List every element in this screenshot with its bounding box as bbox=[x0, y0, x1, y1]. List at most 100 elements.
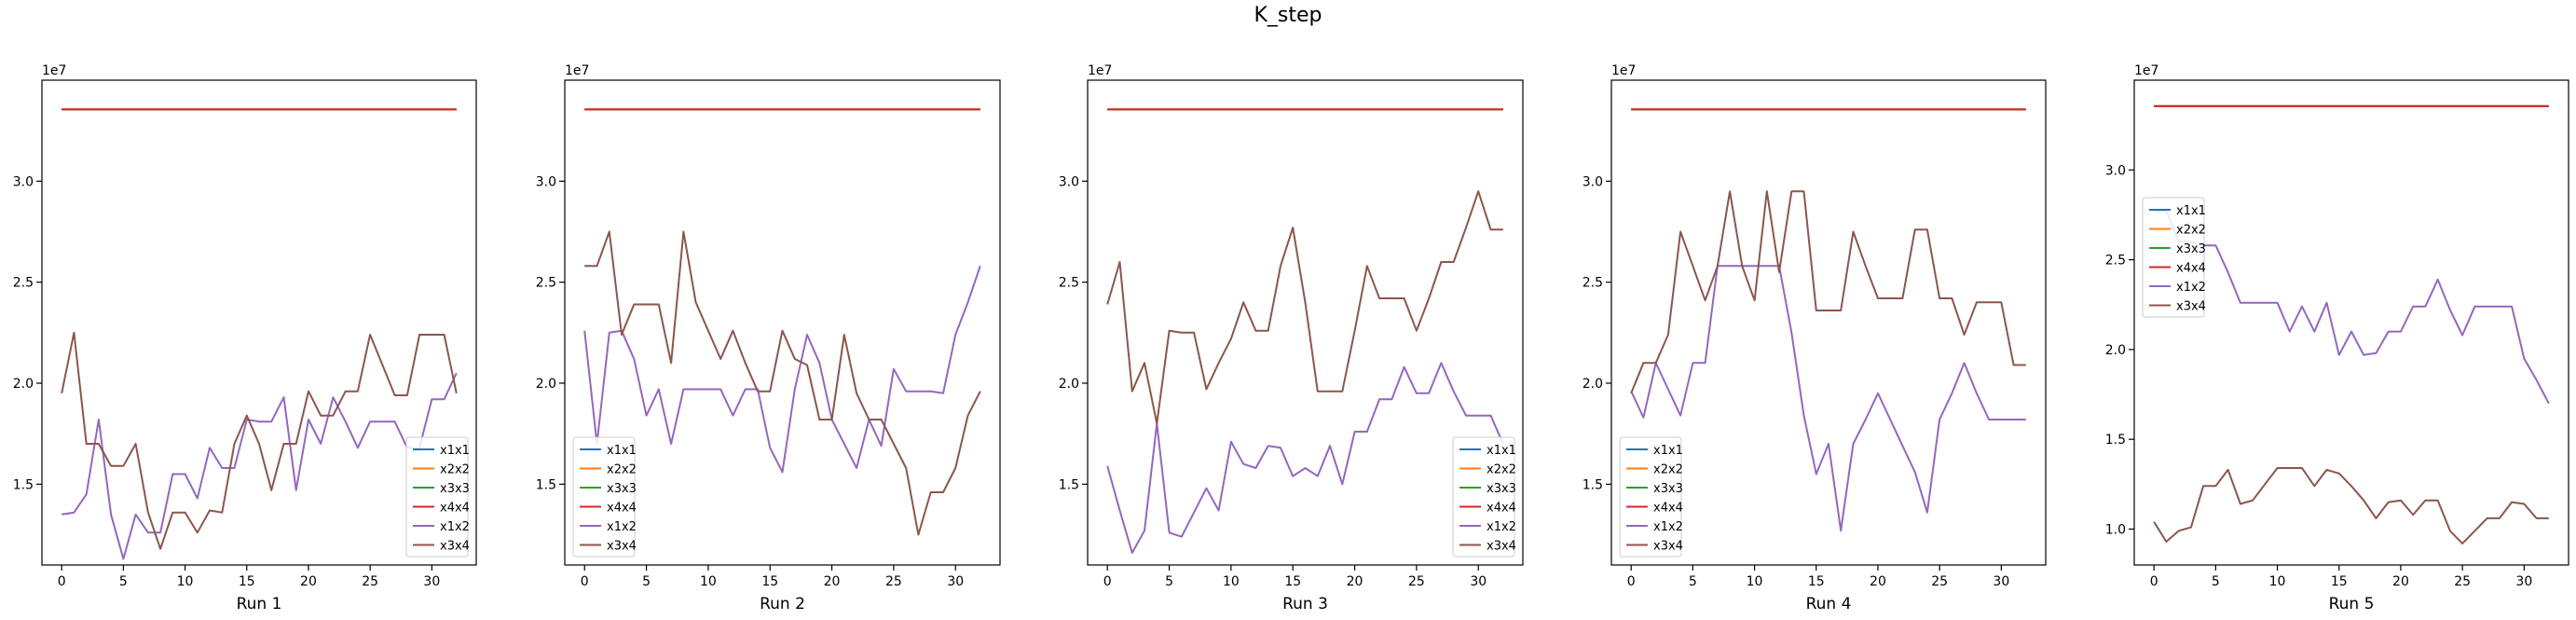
series-line-x3x4 bbox=[584, 230, 981, 536]
legend-label-x2x2: x2x2 bbox=[440, 463, 470, 477]
y-tick-label: 1.5 bbox=[1059, 477, 1079, 492]
y-tick-label: 2.0 bbox=[13, 377, 34, 392]
x-tick-label: 25 bbox=[1931, 574, 1948, 589]
series-line-x3x4 bbox=[1630, 190, 2026, 394]
y-offset-label: 1e7 bbox=[42, 63, 66, 78]
legend: x1x1 x2x2 x3x3 x4x4 x1x2 x3x4 bbox=[2142, 197, 2206, 318]
series-line-x3x4 bbox=[61, 331, 458, 550]
y-tick-label: 1.5 bbox=[1583, 477, 1603, 492]
legend-label-x3x3: x3x3 bbox=[607, 482, 637, 496]
legend-label-x4x4: x4x4 bbox=[2176, 262, 2206, 276]
x-tick-label: 0 bbox=[1103, 574, 1112, 589]
legend-label-x1x1: x1x1 bbox=[1653, 444, 1683, 458]
legend-label-x3x3: x3x3 bbox=[440, 482, 470, 496]
subplot-run-2: 0 5 10 15 20 25 30 1.5 2.0 2.5 3.0 1e7 Run 2 x1x1 x2x2… bbox=[536, 63, 1001, 613]
x-axis-label: Run 2 bbox=[760, 595, 805, 613]
x-tick-label: 15 bbox=[761, 574, 778, 589]
legend-label-x3x3: x3x3 bbox=[1653, 482, 1683, 496]
legend-label-x1x2: x1x2 bbox=[607, 520, 637, 534]
x-tick-label: 0 bbox=[58, 574, 66, 589]
x-tick-label: 10 bbox=[177, 574, 194, 589]
legend-label-x1x1: x1x1 bbox=[1487, 444, 1516, 458]
axes-frame bbox=[1610, 79, 2047, 566]
y-tick-label: 2.0 bbox=[2105, 343, 2126, 358]
legend-label-x1x2: x1x2 bbox=[2176, 281, 2206, 295]
y-tick-label: 2.0 bbox=[1059, 377, 1079, 392]
y-tick-label: 3.0 bbox=[536, 174, 556, 189]
legend-label-x1x2: x1x2 bbox=[1653, 520, 1683, 534]
y-tick-label: 2.5 bbox=[2105, 254, 2126, 269]
legend-label-x4x4: x4x4 bbox=[607, 502, 637, 516]
legend-label-x3x4: x3x4 bbox=[440, 540, 470, 554]
y-offset-label: 1e7 bbox=[565, 63, 589, 78]
series-line-x1x2 bbox=[1106, 362, 1504, 554]
y-tick-label: 1.5 bbox=[536, 477, 556, 492]
legend-label-x2x2: x2x2 bbox=[1487, 463, 1516, 477]
y-tick-label: 2.5 bbox=[1059, 276, 1079, 291]
series-line-x1x2 bbox=[2154, 210, 2550, 405]
subplot-run-4: 0 5 10 15 20 25 30 1.5 2.0 2.5 3.0 1e7 Run 4 x1x1 x2x2… bbox=[1583, 63, 2047, 613]
series-line-x3x4 bbox=[1106, 190, 1503, 425]
axes-frame bbox=[564, 79, 1001, 566]
x-tick-label: 10 bbox=[1747, 574, 1763, 589]
x-tick-label: 10 bbox=[700, 574, 717, 589]
y-tick-label: 2.5 bbox=[13, 276, 34, 291]
y-tick-label: 1.0 bbox=[2105, 522, 2126, 537]
y-tick-label: 1.5 bbox=[13, 477, 34, 492]
x-tick-label: 15 bbox=[1284, 574, 1301, 589]
x-axis-label: Run 4 bbox=[1806, 595, 1852, 613]
subplot-run-3: 0 5 10 15 20 25 30 1.5 2.0 2.5 3.0 1e7 Run 3 x1x1 x2x2… bbox=[1059, 63, 1524, 613]
x-tick-label: 25 bbox=[2454, 574, 2471, 589]
x-tick-label: 5 bbox=[2212, 574, 2220, 589]
legend: x1x1 x2x2 x3x3 x4x4 x1x2 x3x4 bbox=[572, 436, 637, 558]
x-tick-label: 30 bbox=[2515, 574, 2532, 589]
series-line-x3x4 bbox=[2153, 467, 2549, 544]
axes-frame bbox=[1087, 79, 1524, 566]
figure-title: K_step bbox=[1254, 4, 1322, 27]
series-line-x1x2 bbox=[1630, 265, 2026, 532]
x-tick-label: 20 bbox=[2392, 574, 2409, 589]
series-line-x1x2 bbox=[62, 372, 458, 560]
x-axis-label: Run 1 bbox=[237, 595, 282, 613]
axes-frame bbox=[41, 79, 477, 566]
x-tick-label: 20 bbox=[824, 574, 841, 589]
x-tick-label: 30 bbox=[947, 574, 964, 589]
legend-label-x1x2: x1x2 bbox=[440, 520, 470, 534]
legend-label-x3x4: x3x4 bbox=[2176, 300, 2206, 314]
x-tick-label: 15 bbox=[2331, 574, 2348, 589]
y-tick-label: 2.5 bbox=[1583, 276, 1603, 291]
legend-label-x3x4: x3x4 bbox=[1653, 540, 1683, 554]
legend: x1x1 x2x2 x3x3 x4x4 x1x2 x3x4 bbox=[1619, 436, 1683, 558]
y-offset-label: 1e7 bbox=[2134, 63, 2158, 78]
y-offset-label: 1e7 bbox=[1088, 63, 1112, 78]
x-tick-label: 15 bbox=[239, 574, 255, 589]
legend: x1x1 x2x2 x3x3 x4x4 x1x2 x3x4 bbox=[405, 436, 470, 558]
legend-label-x3x4: x3x4 bbox=[607, 540, 637, 554]
y-tick-label: 2.0 bbox=[536, 377, 556, 392]
y-tick-label: 2.5 bbox=[536, 276, 556, 291]
y-tick-label: 3.0 bbox=[1583, 174, 1603, 189]
x-tick-label: 5 bbox=[1165, 574, 1173, 589]
x-axis-label: Run 5 bbox=[2329, 595, 2375, 613]
x-tick-label: 30 bbox=[423, 574, 440, 589]
series-line-x1x2 bbox=[583, 265, 981, 474]
y-tick-label: 3.0 bbox=[13, 174, 34, 189]
x-tick-label: 0 bbox=[2150, 574, 2158, 589]
legend-label-x3x3: x3x3 bbox=[1487, 482, 1516, 496]
legend-label-x2x2: x2x2 bbox=[1653, 463, 1683, 477]
y-offset-label: 1e7 bbox=[1611, 63, 1636, 78]
legend-label-x2x2: x2x2 bbox=[2176, 224, 2206, 238]
legend-label-x2x2: x2x2 bbox=[607, 463, 637, 477]
x-tick-label: 25 bbox=[1408, 574, 1425, 589]
x-tick-label: 25 bbox=[362, 574, 378, 589]
x-tick-label: 0 bbox=[581, 574, 589, 589]
legend-label-x1x1: x1x1 bbox=[440, 444, 470, 458]
x-axis-label: Run 3 bbox=[1282, 595, 1328, 613]
x-tick-label: 25 bbox=[885, 574, 902, 589]
x-tick-label: 5 bbox=[119, 574, 128, 589]
y-tick-label: 3.0 bbox=[1059, 174, 1079, 189]
x-tick-label: 30 bbox=[1993, 574, 2009, 589]
y-tick-label: 1.5 bbox=[2105, 433, 2126, 448]
